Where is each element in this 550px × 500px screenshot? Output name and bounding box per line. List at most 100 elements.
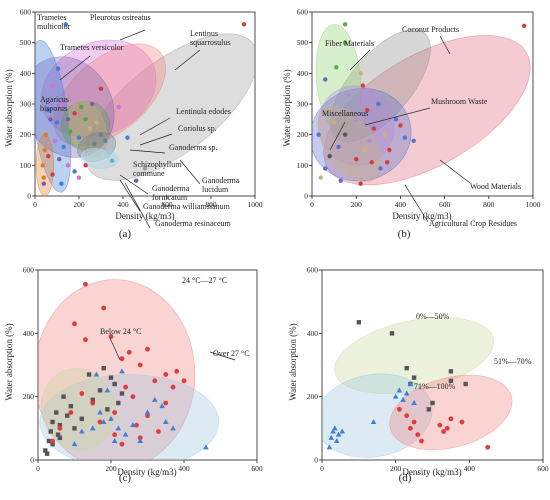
data-point-triangle <box>100 419 107 424</box>
x-tick-label: 400 <box>178 464 190 473</box>
region-ellipse <box>39 374 219 460</box>
data-point-circle <box>396 406 402 412</box>
x-tick-label: 400 <box>464 464 476 473</box>
panel-2: 0 200 400 600 800 1000 0 100 200 300 400 500 600 Dens… <box>282 8 541 241</box>
data-point-square <box>404 365 409 371</box>
leader-line <box>119 29 146 41</box>
annotation-label: Ganoderma <box>152 184 190 193</box>
data-point <box>402 135 408 140</box>
y-tick-label: 600 <box>20 8 32 17</box>
data-point <box>109 158 115 163</box>
data-point-triangle <box>396 387 403 393</box>
y-tick-label: 200 <box>23 392 35 401</box>
data-point-triangle <box>144 409 151 415</box>
y-tick-label: 500 <box>297 38 309 47</box>
data-point <box>90 101 95 107</box>
y-tick-label: 100 <box>297 161 309 170</box>
leader-line <box>129 149 166 154</box>
annotation-label: 71%—100% <box>414 382 456 391</box>
data-point-triangle <box>203 444 209 450</box>
annotation-label: Ganoderma <box>202 176 240 185</box>
data-point <box>334 65 339 70</box>
annotation-label: multicolor <box>37 22 71 31</box>
annotation-label: Schizophyllum <box>133 160 182 169</box>
data-point <box>87 126 93 131</box>
region-ellipse <box>80 148 108 165</box>
annotation-label: bisporus <box>40 104 67 113</box>
data-point-triangle <box>79 428 85 434</box>
y-axis-label: Water absorption (%) <box>288 323 298 400</box>
annotation-label: 51%—70% <box>494 357 532 366</box>
annotation-label: Below 24 °C <box>100 327 141 336</box>
data-point-square <box>448 369 454 374</box>
data-point-circle <box>90 400 96 406</box>
annotation-label: Agricultural Crop Residues <box>429 219 517 228</box>
data-point-triangle <box>130 422 136 428</box>
annotation-label: Ganoderma williamsianum <box>143 202 231 211</box>
data-point <box>59 101 64 107</box>
region-ellipse <box>323 35 531 186</box>
data-point <box>342 132 348 137</box>
data-point <box>125 135 130 140</box>
x-tick-label: 600 <box>537 464 549 473</box>
annotation-label: Lentinus <box>190 29 218 38</box>
data-point-triangle <box>332 425 338 431</box>
data-point <box>338 178 343 183</box>
data-point-triangle <box>170 425 176 431</box>
data-point-circle <box>83 281 88 287</box>
data-point-square <box>72 426 77 431</box>
y-tick-label: 0 <box>27 192 31 201</box>
data-point-triangle <box>411 400 417 405</box>
data-point <box>50 172 55 177</box>
data-point-circle <box>134 422 139 428</box>
y-tick-label: 200 <box>20 130 32 139</box>
data-point <box>241 22 247 27</box>
data-point-circle <box>444 425 450 431</box>
leader-line <box>119 174 149 195</box>
leader-line <box>439 159 471 184</box>
annotation-label: Over 27 °C <box>213 349 250 358</box>
data-point-circle <box>404 413 410 419</box>
data-point <box>72 169 77 174</box>
annotation-label: Pleurotus ostreatus <box>90 13 151 22</box>
data-point-circle <box>101 305 107 311</box>
panel-1: 0 200 400 600 800 1000 0 100 200 300 400 500 600 Dens… <box>4 8 263 241</box>
data-point-circle <box>72 321 77 327</box>
data-point-square <box>50 441 55 447</box>
data-point-circle <box>441 429 446 434</box>
leader-line <box>59 55 91 81</box>
data-point <box>63 22 68 27</box>
data-point-triangle <box>137 438 143 443</box>
data-point-circle <box>79 391 85 396</box>
annotation-label: Agaricus <box>40 95 69 104</box>
annotation-label: lucidum <box>202 185 229 194</box>
data-point-triangle <box>111 438 118 443</box>
x-tick-label: 200 <box>390 464 402 473</box>
leader-line <box>109 337 121 361</box>
data-point <box>134 178 139 183</box>
x-tick-label: 0 <box>33 200 37 209</box>
data-point <box>393 117 399 122</box>
data-point-square <box>44 451 50 456</box>
data-point-circle <box>152 378 158 384</box>
data-point-circle <box>50 438 55 444</box>
data-point-circle <box>112 432 118 438</box>
leader-line <box>349 49 371 71</box>
data-point-circle <box>181 378 187 384</box>
data-point-square <box>356 320 362 325</box>
data-point-square <box>65 413 70 418</box>
plot-area <box>34 11 256 197</box>
data-point-triangle <box>93 371 100 377</box>
data-point-circle <box>174 368 180 374</box>
data-point-triangle <box>122 431 129 437</box>
data-point <box>76 135 82 140</box>
y-tick-label: 600 <box>297 8 309 17</box>
data-point-triangle <box>330 428 336 434</box>
data-point-circle <box>83 337 88 343</box>
data-point-triangle <box>89 425 96 431</box>
data-point-circle <box>411 419 417 425</box>
data-point-square <box>57 422 63 428</box>
data-point-circle <box>419 438 424 444</box>
data-point <box>42 147 48 153</box>
data-point-triangle <box>335 431 342 437</box>
